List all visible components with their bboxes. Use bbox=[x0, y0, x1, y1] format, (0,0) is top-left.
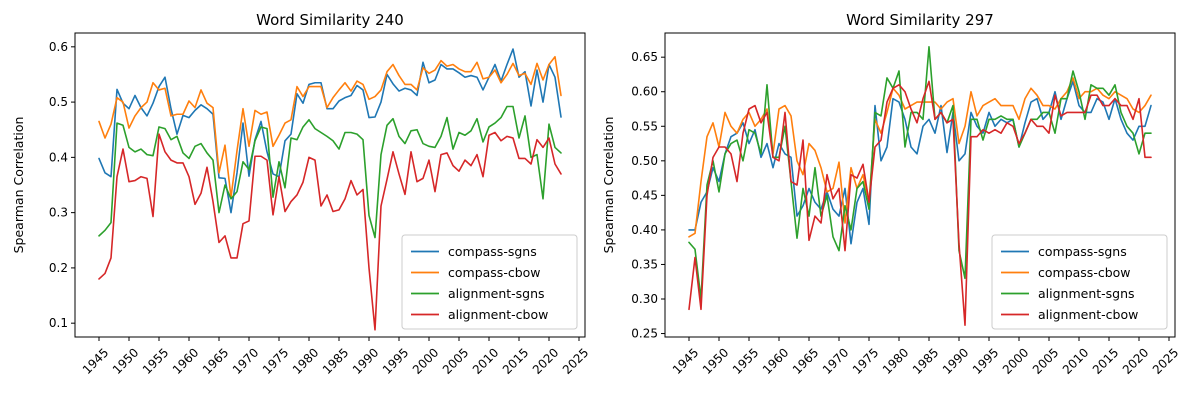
y-axis: 0.25 0.30 0.35 0.40 0.45 0.50 0.55 0.60 0.65 bbox=[631, 50, 665, 341]
plot-frame bbox=[74, 32, 586, 338]
x-tick-label: 1980 bbox=[290, 345, 321, 376]
x-tick-label: 1990 bbox=[350, 345, 381, 376]
series-lines bbox=[688, 46, 1152, 327]
series-line-alignment-cbow bbox=[688, 80, 1152, 327]
y-axis-label: Spearman Correlation bbox=[11, 117, 26, 254]
x-tick-label: 1975 bbox=[260, 345, 291, 376]
chart-title: Word Similarity 297 bbox=[846, 11, 994, 29]
x-tick-label: 1955 bbox=[730, 345, 761, 376]
legend-box bbox=[991, 234, 1168, 330]
y-tick-label: 0.4 bbox=[49, 150, 68, 164]
series-line-compass-cbow bbox=[98, 55, 562, 198]
x-tick-label: 1985 bbox=[910, 345, 941, 376]
x-tick-label: 1960 bbox=[170, 345, 201, 376]
y-axis: 0.1 0.2 0.3 0.4 0.5 0.6 bbox=[49, 40, 75, 330]
y-tick-label: 0.3 bbox=[49, 206, 68, 220]
x-tick-label: 1995 bbox=[970, 345, 1001, 376]
x-tick-label: 1985 bbox=[320, 345, 351, 376]
x-axis: 1945195019551960196519701975198019851990… bbox=[670, 337, 1181, 377]
series-line-alignment-cbow bbox=[98, 131, 562, 331]
series-line-compass-sgns bbox=[98, 48, 562, 214]
series-line-alignment-sgns bbox=[688, 46, 1152, 300]
x-tick-label: 1965 bbox=[200, 345, 231, 376]
x-tick-label: 1950 bbox=[700, 345, 731, 376]
chart-panel-left: Word Similarity 240 Spearman Correlation… bbox=[11, 11, 591, 377]
legend-label: alignment-sgns bbox=[448, 286, 545, 301]
series-line-alignment-sgns bbox=[98, 105, 562, 239]
y-axis-label: Spearman Correlation bbox=[601, 117, 616, 254]
x-tick-label: 2000 bbox=[410, 345, 441, 376]
legend-label: alignment-cbow bbox=[448, 307, 548, 322]
series-lines bbox=[98, 48, 562, 331]
legend: compass-sgns compass-cbow alignment-sgns al… bbox=[991, 234, 1168, 330]
plot-frame bbox=[664, 32, 1176, 338]
x-tick-label: 1950 bbox=[110, 345, 141, 376]
y-tick-label: 0.25 bbox=[631, 327, 658, 341]
x-tick-label: 2005 bbox=[440, 345, 471, 376]
chart-panel-right: Word Similarity 297 Spearman Correlation… bbox=[601, 11, 1181, 377]
chart-title: Word Similarity 240 bbox=[256, 11, 404, 29]
x-tick-label: 2010 bbox=[1060, 345, 1091, 376]
x-tick-label: 1990 bbox=[940, 345, 971, 376]
x-tick-label: 2010 bbox=[470, 345, 501, 376]
series-line-compass-cbow bbox=[688, 77, 1152, 238]
legend-label: compass-sgns bbox=[448, 244, 537, 259]
x-tick-label: 1970 bbox=[820, 345, 851, 376]
y-tick-label: 0.5 bbox=[49, 95, 68, 109]
x-tick-label: 1980 bbox=[880, 345, 911, 376]
legend-label: compass-sgns bbox=[1038, 244, 1127, 259]
x-tick-label: 2025 bbox=[560, 345, 591, 376]
legend-box bbox=[401, 234, 578, 330]
x-tick-label: 1945 bbox=[670, 345, 701, 376]
x-tick-label: 2015 bbox=[1090, 345, 1121, 376]
y-tick-label: 0.55 bbox=[631, 119, 658, 133]
legend-label: compass-cbow bbox=[1038, 265, 1131, 280]
legend-label: compass-cbow bbox=[448, 265, 541, 280]
x-tick-label: 1965 bbox=[790, 345, 821, 376]
y-tick-label: 0.50 bbox=[631, 154, 658, 168]
x-tick-label: 2020 bbox=[530, 345, 561, 376]
legend-label: alignment-cbow bbox=[1038, 307, 1138, 322]
x-tick-label: 1995 bbox=[380, 345, 411, 376]
x-tick-label: 1975 bbox=[850, 345, 881, 376]
x-tick-label: 2000 bbox=[1000, 345, 1031, 376]
y-tick-label: 0.40 bbox=[631, 223, 658, 237]
series-line-compass-sgns bbox=[688, 80, 1152, 245]
legend: compass-sgns compass-cbow alignment-sgns al… bbox=[401, 234, 578, 330]
y-tick-label: 0.45 bbox=[631, 188, 658, 202]
y-tick-label: 0.6 bbox=[49, 40, 68, 54]
x-axis: 1945195019551960196519701975198019851990… bbox=[80, 337, 591, 377]
x-tick-label: 2005 bbox=[1030, 345, 1061, 376]
y-tick-label: 0.30 bbox=[631, 292, 658, 306]
legend-label: alignment-sgns bbox=[1038, 286, 1135, 301]
y-tick-label: 0.60 bbox=[631, 85, 658, 99]
x-tick-label: 1945 bbox=[80, 345, 111, 376]
x-tick-label: 2015 bbox=[500, 345, 531, 376]
x-tick-label: 1960 bbox=[760, 345, 791, 376]
y-tick-label: 0.1 bbox=[49, 316, 68, 330]
x-tick-label: 2020 bbox=[1120, 345, 1151, 376]
y-tick-label: 0.2 bbox=[49, 261, 68, 275]
x-tick-label: 1955 bbox=[140, 345, 171, 376]
y-tick-label: 0.65 bbox=[631, 50, 658, 64]
x-tick-label: 2025 bbox=[1150, 345, 1181, 376]
x-tick-label: 1970 bbox=[230, 345, 261, 376]
y-tick-label: 0.35 bbox=[631, 257, 658, 271]
